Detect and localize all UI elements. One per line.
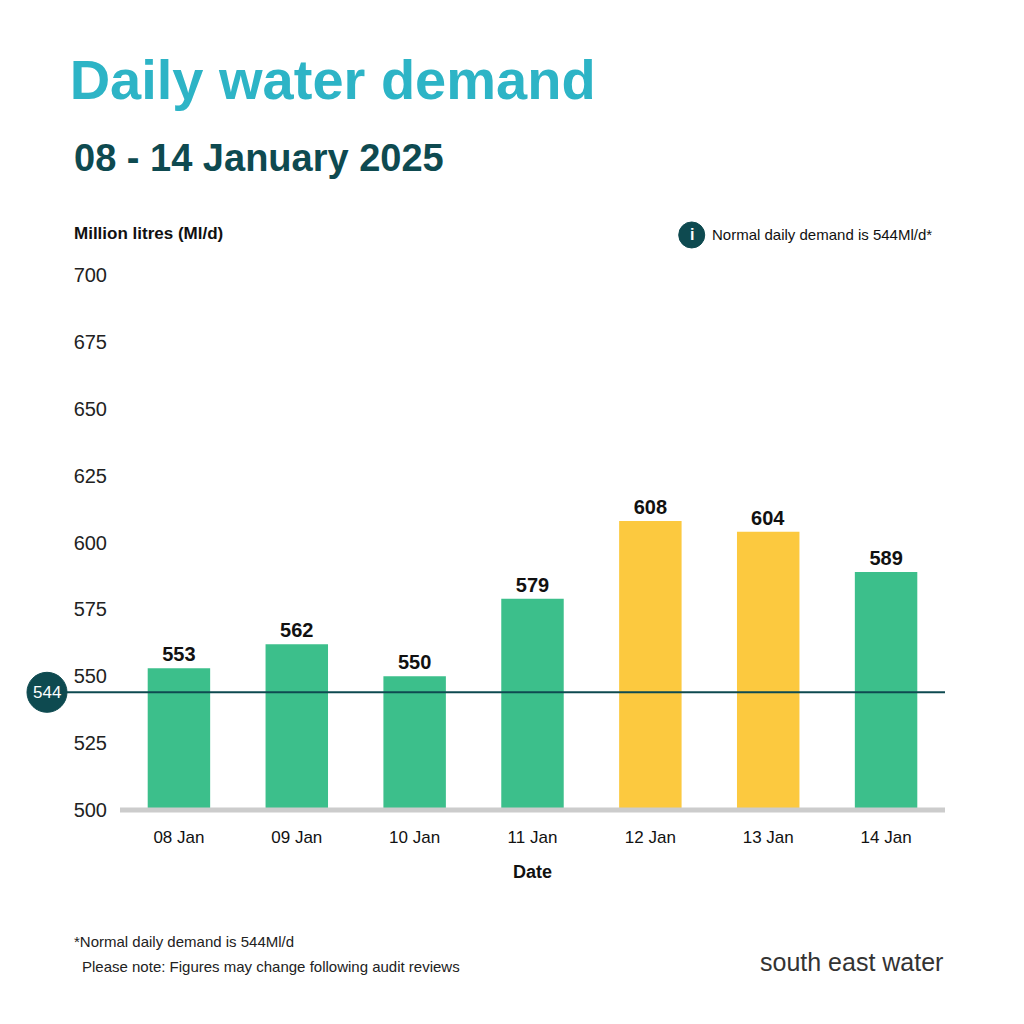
svg-text:09 Jan: 09 Jan	[271, 828, 322, 847]
svg-text:562: 562	[280, 619, 313, 641]
svg-text:13 Jan: 13 Jan	[743, 828, 794, 847]
svg-text:550: 550	[74, 665, 107, 687]
svg-text:i: i	[690, 226, 694, 243]
svg-text:650: 650	[74, 398, 107, 420]
svg-text:625: 625	[74, 465, 107, 487]
svg-text:544: 544	[33, 683, 61, 702]
svg-text:675: 675	[74, 331, 107, 353]
svg-text:south east water: south east water	[760, 948, 943, 976]
svg-text:579: 579	[516, 574, 549, 596]
svg-text:600: 600	[74, 532, 107, 554]
svg-text:Daily water demand: Daily water demand	[70, 48, 596, 111]
svg-text:700: 700	[74, 264, 107, 286]
svg-text:500: 500	[74, 799, 107, 821]
svg-text:553: 553	[162, 643, 195, 665]
svg-text:604: 604	[751, 507, 785, 529]
svg-text:12 Jan: 12 Jan	[625, 828, 676, 847]
svg-text:Normal daily demand is 544Ml/d: Normal daily demand is 544Ml/d*	[712, 226, 932, 243]
svg-text:Please note: Figures may chang: Please note: Figures may change followin…	[82, 958, 460, 975]
svg-text:*Normal daily demand is 544Ml/: *Normal daily demand is 544Ml/d	[74, 933, 294, 950]
svg-text:14 Jan: 14 Jan	[861, 828, 912, 847]
svg-text:550: 550	[398, 651, 431, 673]
svg-text:Date: Date	[513, 862, 552, 882]
svg-text:08 Jan: 08 Jan	[153, 828, 204, 847]
svg-text:575: 575	[74, 598, 107, 620]
svg-text:608: 608	[634, 496, 667, 518]
svg-text:11 Jan: 11 Jan	[508, 828, 558, 847]
svg-text:525: 525	[74, 732, 107, 754]
svg-text:10 Jan: 10 Jan	[389, 828, 440, 847]
svg-text:08 - 14 January 2025: 08 - 14 January 2025	[74, 137, 444, 179]
svg-text:Million litres (Ml/d): Million litres (Ml/d)	[74, 224, 223, 243]
svg-text:589: 589	[869, 547, 902, 569]
